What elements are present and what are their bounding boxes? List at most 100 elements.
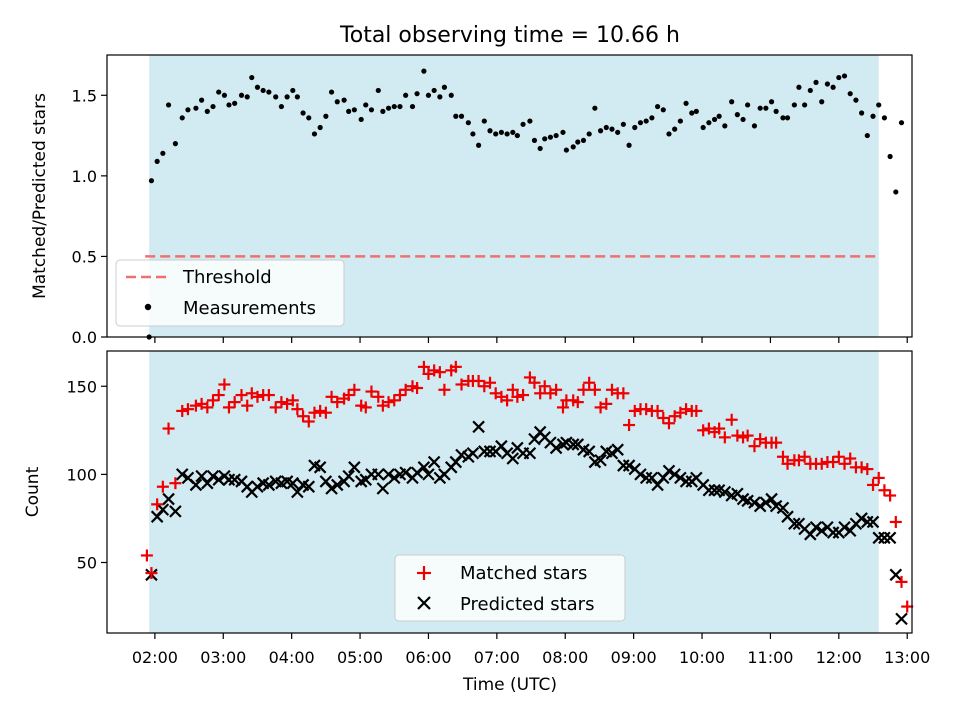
matched-star-point <box>156 480 169 493</box>
matched-star-point <box>697 424 710 437</box>
predicted-star-point <box>748 496 761 509</box>
legend-predicted-swatch <box>417 596 431 610</box>
predicted-star-point <box>634 468 647 481</box>
predicted-star-point <box>872 531 885 545</box>
measurement-point <box>421 68 427 74</box>
x-tick-label: 09:00 <box>611 648 657 667</box>
predicted-star-point <box>679 475 693 488</box>
top-y-ticks: 0.0 0.5 1.0 1.5 <box>72 86 107 347</box>
matched-star-point <box>472 374 485 387</box>
matched-star-point <box>651 404 664 417</box>
matched-star-point <box>411 382 424 395</box>
measurement-point <box>830 84 836 90</box>
measurement-point <box>403 92 409 98</box>
measurement-point <box>334 99 340 105</box>
matched-star-point <box>517 389 530 402</box>
measurement-point <box>441 84 448 90</box>
matched-star-point <box>571 396 584 409</box>
matched-star-point <box>348 383 361 396</box>
top-legend-box <box>115 259 345 327</box>
measurement-point <box>249 74 255 81</box>
top-panel: 0.0 0.5 1.0 1.5 Matched/Predicted stars Thr… <box>30 54 913 347</box>
measurement-point <box>160 150 166 156</box>
x-tick-label: 10:00 <box>679 648 725 667</box>
matched-star-point <box>776 450 789 463</box>
matched-star-point <box>181 403 194 416</box>
matched-star-point <box>162 422 175 435</box>
measurement-point <box>672 126 678 132</box>
predicted-star-point <box>556 438 570 451</box>
predicted-star-point <box>342 469 355 483</box>
bottom-legend-box <box>394 554 626 622</box>
matched-star-point <box>748 440 761 453</box>
predicted-star-point <box>156 503 170 516</box>
matched-star-points <box>140 360 914 613</box>
matched-star-point <box>617 387 630 400</box>
predicted-star-point <box>387 471 401 485</box>
measurement-point <box>841 73 848 79</box>
predicted-star-point <box>866 515 880 529</box>
measurement-point <box>409 103 416 110</box>
legend-predicted-label: Predicted stars <box>460 594 594 615</box>
predicted-star-point <box>330 478 344 492</box>
bottom-x-ticks: 02:00 03:00 04:00 05:00 06:00 07:00 08:00 09:00… <box>132 633 930 667</box>
predicted-star-point <box>617 459 630 472</box>
matched-star-point <box>269 401 282 414</box>
predicted-star-point <box>815 524 828 538</box>
matched-star-point <box>145 567 158 580</box>
measurement-point <box>853 97 859 103</box>
predicted-star-point <box>753 499 767 513</box>
matched-star-point <box>251 390 264 403</box>
measurement-point <box>481 118 487 124</box>
measurement-point <box>448 92 454 98</box>
predicted-star-point <box>417 461 431 474</box>
measurement-point <box>193 105 199 111</box>
measurement-point <box>179 115 185 121</box>
measurement-point <box>414 91 420 97</box>
measurement-point <box>493 131 499 137</box>
matched-star-point <box>662 417 675 430</box>
predicted-star-point <box>861 515 874 529</box>
matched-star-point <box>872 471 885 484</box>
measurement-point <box>580 137 587 144</box>
y-tick-label: 0.5 <box>72 247 97 266</box>
measurement-point <box>397 103 403 110</box>
matched-star-point <box>176 404 189 417</box>
matched-star-point <box>628 404 641 417</box>
predicted-star-point <box>175 468 189 481</box>
matched-star-point <box>781 457 794 470</box>
measurement-point <box>757 105 763 111</box>
x-tick-label: 05:00 <box>337 648 383 667</box>
predicted-star-point <box>286 476 300 490</box>
measurement-point <box>864 132 870 139</box>
matched-star-point <box>861 463 874 476</box>
predicted-star-point <box>348 461 361 474</box>
predicted-star-point <box>674 471 687 485</box>
x-tick-label: 11:00 <box>747 648 793 667</box>
matched-star-point <box>275 396 288 409</box>
measurement-point <box>216 89 222 95</box>
matched-star-point <box>319 406 332 419</box>
measurement-point <box>784 115 791 121</box>
predicted-star-points <box>145 420 908 626</box>
predicted-star-point <box>582 445 596 458</box>
predicted-star-point <box>483 445 497 458</box>
x-tick-label: 07:00 <box>474 648 520 667</box>
measurement-point <box>437 94 443 100</box>
measurement-point <box>802 102 808 108</box>
measurement-point <box>487 128 493 134</box>
matched-star-point <box>725 413 738 426</box>
measurement-point <box>637 120 644 126</box>
predicted-star-point <box>855 512 868 525</box>
matched-star-point <box>417 360 430 373</box>
measurement-point <box>734 112 740 118</box>
predicted-star-point <box>594 453 607 467</box>
measurement-point <box>185 107 191 113</box>
x-axis-label: Time (UTC) <box>462 675 557 695</box>
matched-star-point <box>359 401 372 414</box>
matched-star-point <box>207 394 220 407</box>
x-tick-label: 13:00 <box>884 648 930 667</box>
predicted-star-point <box>313 461 327 474</box>
measurement-point <box>745 102 751 108</box>
matched-star-point <box>331 396 344 409</box>
